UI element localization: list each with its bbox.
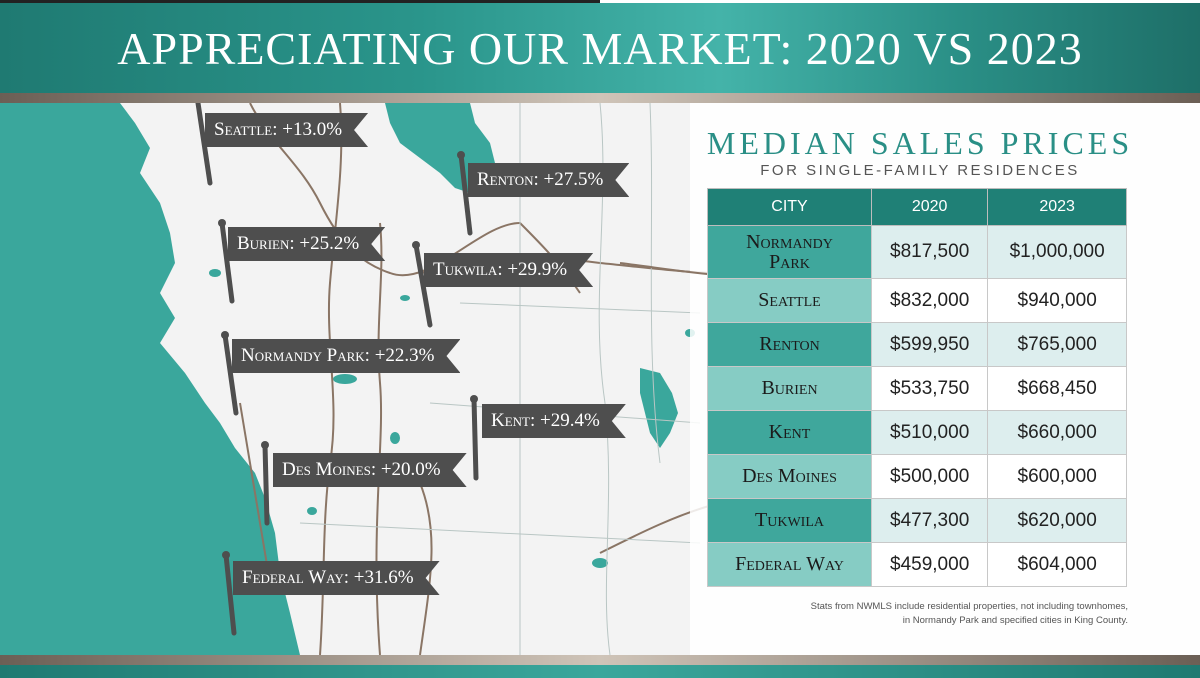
value-2020: $510,000 bbox=[870, 410, 989, 455]
header-city: CITY bbox=[707, 188, 872, 226]
city-cell: Burien bbox=[707, 366, 872, 411]
value-2023: $620,000 bbox=[987, 498, 1127, 543]
lake-small-5 bbox=[209, 269, 221, 277]
city-cell: Des Moines bbox=[707, 454, 872, 499]
value-2023: $600,000 bbox=[987, 454, 1127, 499]
lake-washington bbox=[385, 103, 495, 193]
header-banner: APPRECIATING OUR MARKET: 2020 VS 2023 bbox=[0, 3, 1200, 93]
pin-normandy-park bbox=[222, 332, 239, 416]
label-normandy-park: Normandy Park: +22.3% bbox=[232, 339, 460, 373]
header-2023: 2023 bbox=[987, 188, 1127, 226]
table-row: Des Moines $500,000 $600,000 bbox=[707, 454, 1127, 499]
lake-small-8 bbox=[390, 432, 400, 444]
source-note-line-1: Stats from NWMLS include residential pro… bbox=[810, 601, 1128, 612]
lake-small-7 bbox=[307, 507, 317, 515]
page-title: APPRECIATING OUR MARKET: 2020 VS 2023 bbox=[117, 22, 1083, 74]
source-note-line-2: in Normandy Park and specified cities in… bbox=[902, 615, 1128, 626]
puget-sound-water bbox=[0, 103, 300, 655]
value-2020: $533,750 bbox=[870, 366, 989, 411]
city-cell: Seattle bbox=[707, 278, 872, 323]
value-2020: $817,500 bbox=[870, 225, 989, 279]
label-federal-way: Federal Way: +31.6% bbox=[233, 561, 440, 595]
footer-divider bbox=[0, 655, 1200, 665]
source-note: Stats from NWMLS include residential pro… bbox=[700, 600, 1128, 628]
table-row: Seattle $832,000 $940,000 bbox=[707, 278, 1127, 323]
top-rule bbox=[0, 0, 600, 3]
label-tukwila: Tukwila: +29.9% bbox=[424, 253, 593, 287]
city-cell: Renton bbox=[707, 322, 872, 367]
pin-tukwila bbox=[413, 242, 433, 328]
value-2020: $459,000 bbox=[870, 542, 989, 587]
lake-small-2 bbox=[592, 558, 608, 568]
label-renton: Renton: +27.5% bbox=[468, 163, 629, 197]
value-2020: $599,950 bbox=[870, 322, 989, 367]
median-prices-table: CITY 2020 2023 Normandy Park $817,500 $1,… bbox=[707, 188, 1127, 587]
label-burien: Burien: +25.2% bbox=[228, 227, 385, 261]
table-header-row: CITY 2020 2023 bbox=[707, 188, 1127, 226]
table-row: Renton $599,950 $765,000 bbox=[707, 322, 1127, 367]
table-row: Federal Way $459,000 $604,000 bbox=[707, 542, 1127, 587]
value-2020: $500,000 bbox=[870, 454, 989, 499]
header-2020: 2020 bbox=[870, 188, 989, 226]
label-seattle: Seattle: +13.0% bbox=[205, 113, 368, 147]
table-row: Kent $510,000 $660,000 bbox=[707, 410, 1127, 455]
pin-federal-way bbox=[223, 552, 237, 636]
value-2020: $477,300 bbox=[870, 498, 989, 543]
value-2023: $660,000 bbox=[987, 410, 1127, 455]
value-2023: $604,000 bbox=[987, 542, 1127, 587]
panel-title: MEDIAN SALES PRICES bbox=[706, 125, 1134, 161]
pin-kent bbox=[471, 396, 479, 481]
footer-bar bbox=[0, 665, 1200, 678]
value-2023: $668,450 bbox=[987, 366, 1127, 411]
header-divider bbox=[0, 93, 1200, 103]
label-kent: Kent: +29.4% bbox=[482, 404, 626, 438]
city-cell: Federal Way bbox=[707, 542, 872, 587]
lake-right bbox=[640, 368, 678, 448]
panel-subtitle: FOR SINGLE-FAMILY RESIDENCES bbox=[760, 162, 1080, 179]
table-row: Burien $533,750 $668,450 bbox=[707, 366, 1127, 411]
label-des-moines: Des Moines: +20.0% bbox=[273, 453, 467, 487]
map-pins bbox=[195, 103, 479, 636]
city-cell: Normandy Park bbox=[707, 225, 872, 279]
table-row: Normandy Park $817,500 $1,000,000 bbox=[707, 225, 1127, 279]
pin-seattle bbox=[195, 103, 213, 186]
lake-small-6 bbox=[400, 295, 410, 301]
value-2023: $940,000 bbox=[987, 278, 1127, 323]
city-cell: Kent bbox=[707, 410, 872, 455]
lake-small-1 bbox=[333, 374, 357, 384]
value-2023: $765,000 bbox=[987, 322, 1127, 367]
value-2020: $832,000 bbox=[870, 278, 989, 323]
pin-des-moines bbox=[262, 442, 270, 526]
table-row: Tukwila $477,300 $620,000 bbox=[707, 498, 1127, 543]
pin-heads bbox=[218, 151, 478, 559]
value-2023: $1,000,000 bbox=[987, 225, 1127, 279]
pin-burien bbox=[219, 220, 235, 304]
city-cell: Tukwila bbox=[707, 498, 872, 543]
pin-renton bbox=[458, 152, 473, 236]
